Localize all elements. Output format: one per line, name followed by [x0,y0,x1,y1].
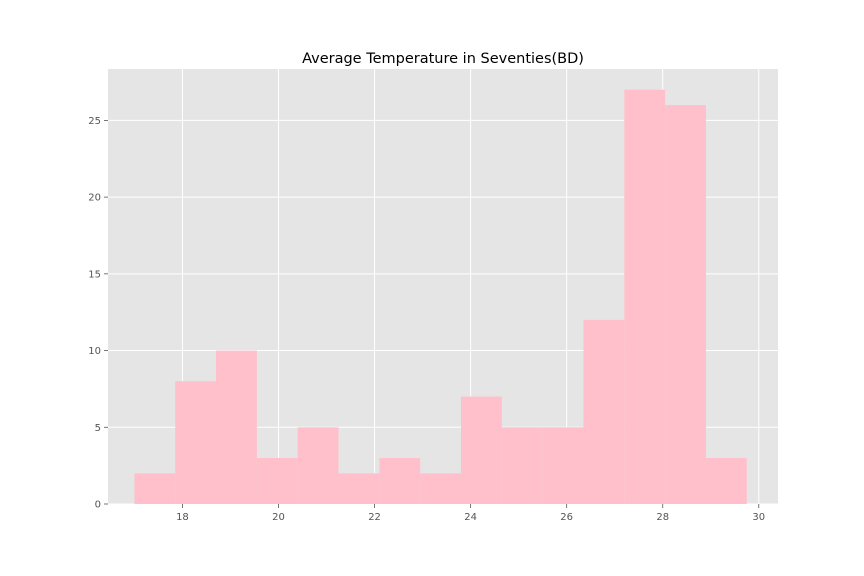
histogram-bar [624,89,666,504]
histogram-bar [583,319,625,504]
x-tick-label: 26 [560,512,573,523]
y-tick-label: 15 [88,269,101,280]
histogram-bar [501,427,543,504]
x-tick-label: 22 [368,512,381,523]
y-tick-label: 0 [95,500,101,511]
histogram-bar [297,427,339,504]
y-tick-label: 5 [95,423,101,434]
x-tick-label: 18 [176,512,189,523]
x-tick-label: 30 [752,512,765,523]
y-axis-ticks: 0 5 10 15 20 25 [88,116,108,511]
histogram-bar [665,105,706,505]
chart-title: Average Temperature in Seventies(BD) [302,51,584,67]
histogram-bar [338,473,380,504]
histogram-bars [134,89,747,505]
histogram-bar [542,427,584,504]
histogram-bar [175,381,217,504]
histogram-bar [216,350,257,504]
x-tick-label: 24 [464,512,477,523]
x-tick-label: 20 [272,512,285,523]
x-axis-ticks: 18 20 22 24 26 28 30 [176,504,765,523]
histogram-bar [134,473,176,504]
histogram-bar [256,457,298,504]
y-tick-label: 25 [88,116,101,127]
x-tick-label: 28 [656,512,669,523]
histogram-bar [379,457,421,504]
y-tick-label: 10 [88,346,101,357]
y-tick-label: 20 [88,193,101,204]
histogram-bar [420,473,462,504]
histogram-bar [461,396,502,504]
histogram-bar [705,457,747,504]
